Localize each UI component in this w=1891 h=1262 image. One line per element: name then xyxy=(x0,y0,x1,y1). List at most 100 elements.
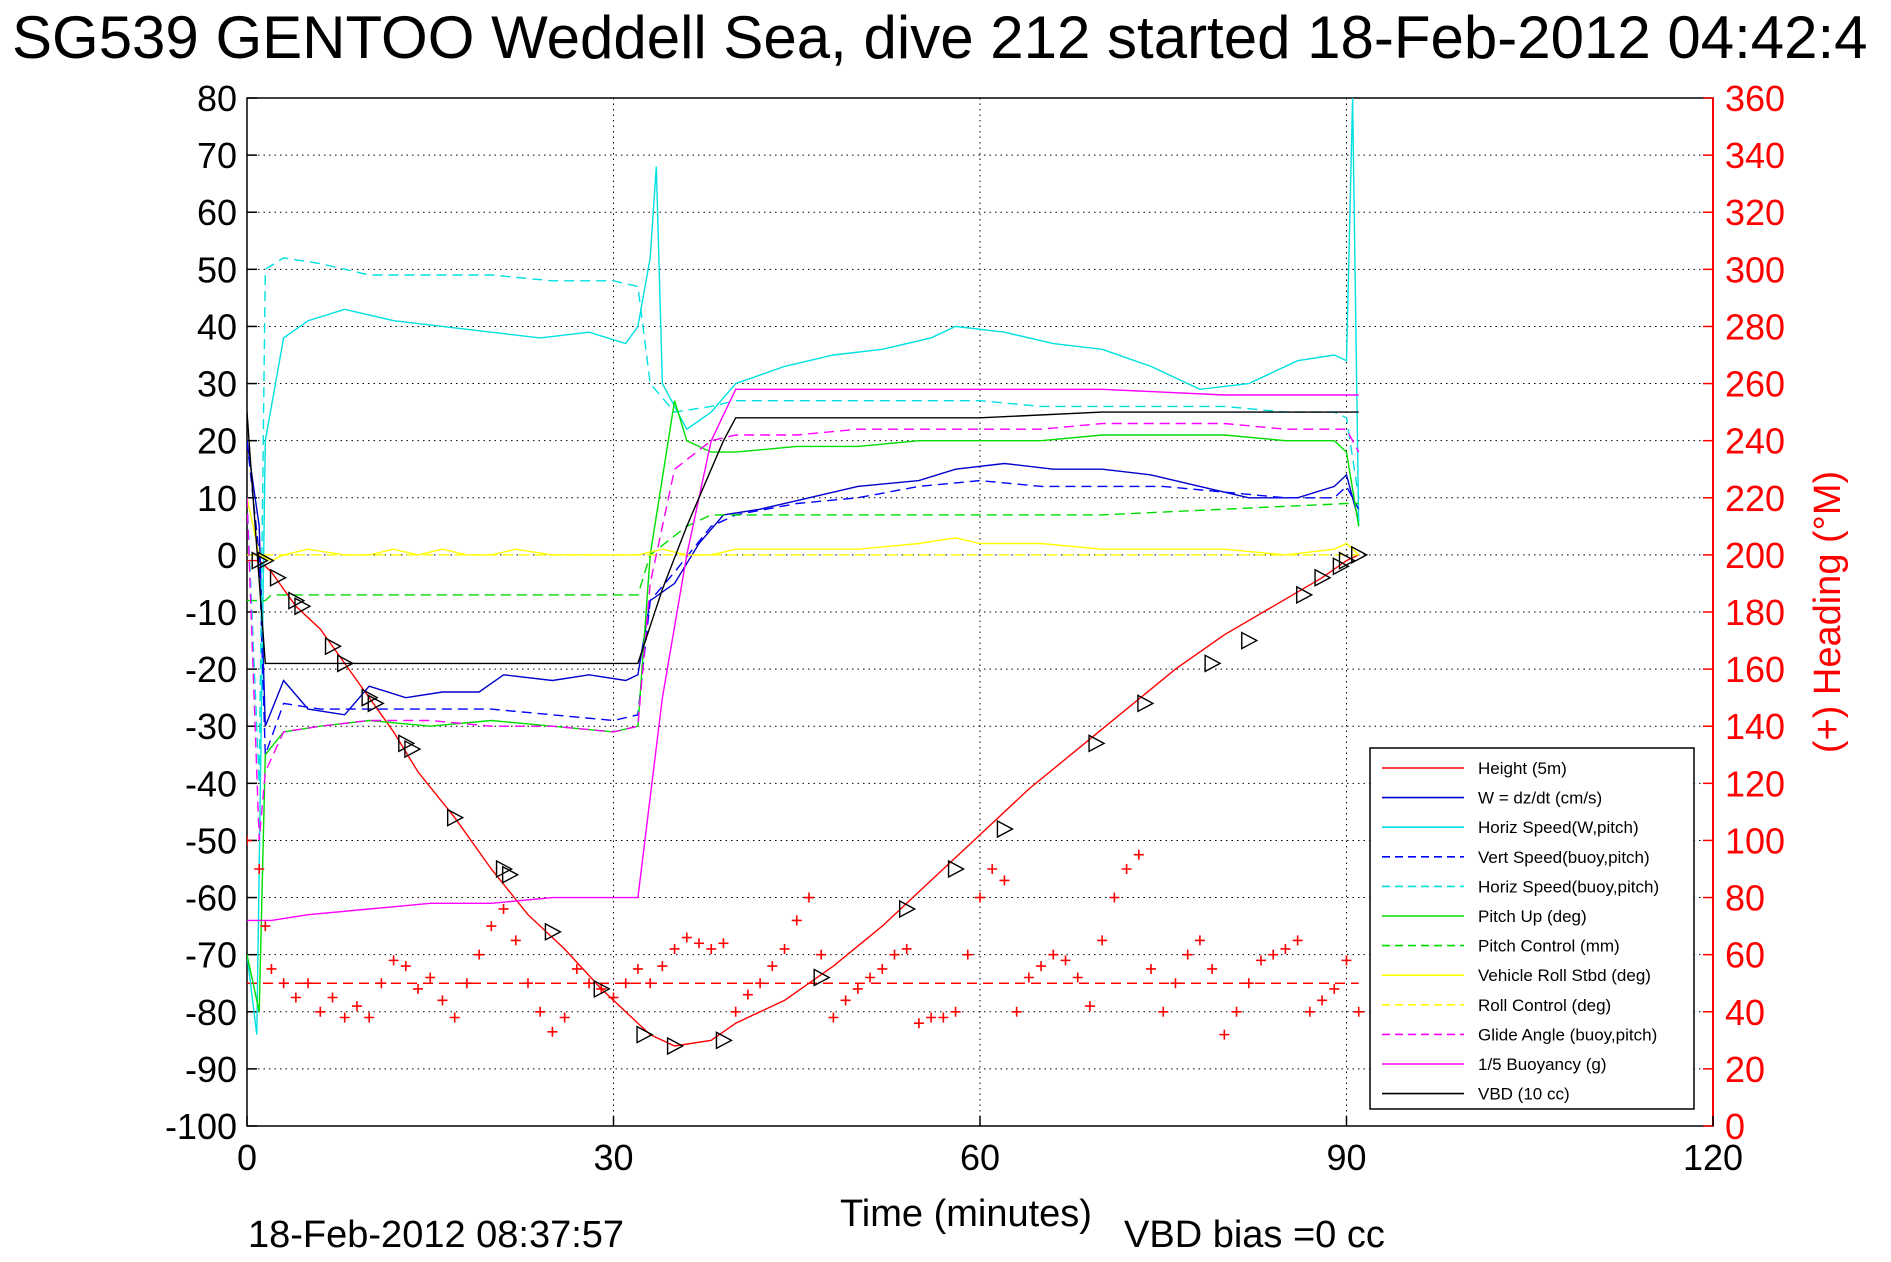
left-tick-label: 30 xyxy=(197,364,237,405)
heading-point xyxy=(260,921,271,932)
left-tick-label: -100 xyxy=(165,1106,237,1147)
heading-point xyxy=(1146,963,1157,974)
heading-point xyxy=(901,943,912,954)
heading-point xyxy=(461,978,472,989)
heading-point xyxy=(975,892,985,903)
series-layer xyxy=(247,98,1369,1056)
height-marker xyxy=(947,859,966,879)
heading-point xyxy=(486,921,497,932)
left-tick-label: 60 xyxy=(197,192,237,233)
height-marker xyxy=(636,1025,654,1044)
heading-point xyxy=(1036,961,1047,972)
heading-point xyxy=(315,1006,326,1017)
heading-point xyxy=(547,1026,558,1037)
footer-timestamp: 18-Feb-2012 08:37:57 xyxy=(248,1214,624,1256)
legend-label: VBD (10 cc) xyxy=(1478,1085,1570,1104)
right-tick-label: 160 xyxy=(1725,649,1785,690)
left-tick-label: -30 xyxy=(185,706,237,747)
heading-point xyxy=(559,1012,570,1023)
right-tick-label: 0 xyxy=(1725,1106,1745,1147)
series-vbd-10-cc xyxy=(247,411,1359,665)
heading-point xyxy=(254,864,265,874)
heading-point xyxy=(1280,943,1291,954)
heading-point xyxy=(657,961,668,972)
heading-point xyxy=(1182,949,1193,960)
heading-point xyxy=(437,995,448,1006)
height-marker xyxy=(1332,557,1350,576)
height-marker xyxy=(446,808,465,827)
heading-point xyxy=(498,903,509,914)
series-height-markers xyxy=(251,545,1369,1056)
height-marker xyxy=(324,637,343,656)
left-tick-label: -80 xyxy=(185,992,237,1033)
heading-point xyxy=(535,1006,546,1017)
heading-point xyxy=(425,972,436,983)
heading-point xyxy=(376,978,387,989)
height-marker xyxy=(1296,585,1314,605)
left-tick-label: -50 xyxy=(185,820,237,861)
heading-point xyxy=(522,978,533,989)
legend-label: 1/5 Buoyancy (g) xyxy=(1478,1055,1607,1074)
legend-label: W = dz/dt (cm/s) xyxy=(1478,789,1602,808)
left-tick-label: 40 xyxy=(197,306,237,347)
series-vehicle-roll-stbd-deg xyxy=(247,497,1360,562)
series-pitch-control-mm xyxy=(247,502,1359,602)
right-tick-label: 260 xyxy=(1725,364,1785,405)
height-marker xyxy=(269,568,288,587)
right-tick-label: 120 xyxy=(1725,763,1785,804)
heading-point xyxy=(681,932,692,943)
left-tick-label: -90 xyxy=(185,1049,237,1090)
height-marker xyxy=(1137,694,1155,713)
heading-point xyxy=(840,995,851,1006)
heading-point xyxy=(449,1012,460,1023)
height-marker xyxy=(899,899,917,919)
heading-point xyxy=(962,949,973,960)
heading-point xyxy=(1353,1006,1364,1017)
heading-point xyxy=(1011,1006,1022,1017)
height-marker xyxy=(813,968,831,987)
heading-point xyxy=(1304,1006,1315,1017)
height-marker xyxy=(1241,631,1259,650)
x-axis-label: Time (minutes) xyxy=(840,1193,1092,1235)
heading-point xyxy=(1121,864,1132,874)
heading-point xyxy=(706,943,717,954)
right-tick-label: 240 xyxy=(1725,421,1785,462)
right-tick-label: 340 xyxy=(1725,135,1785,176)
heading-point xyxy=(828,1012,839,1023)
left-tick-label: 0 xyxy=(217,535,237,576)
right-tick-label: 360 xyxy=(1725,78,1785,119)
right-tick-label: 300 xyxy=(1725,249,1785,290)
left-tick-label: -40 xyxy=(185,763,237,804)
legend-label: Horiz Speed(W,pitch) xyxy=(1478,818,1639,837)
height-marker xyxy=(337,654,355,673)
heading-point xyxy=(413,983,424,994)
heading-point xyxy=(1194,935,1205,946)
right-y-axis: 3603403203002802602402202001801601401201… xyxy=(1703,78,1785,1147)
heading-point xyxy=(247,835,252,846)
heading-point xyxy=(510,935,521,946)
height-marker xyxy=(288,591,306,610)
right-tick-label: 140 xyxy=(1725,706,1785,747)
heading-point xyxy=(1170,978,1181,989)
legend: Height (5m) W = dz/dt (cm/s) Horiz Speed(W… xyxy=(1369,747,1695,1110)
heading-point xyxy=(816,949,827,960)
legend-box xyxy=(1369,747,1695,1110)
x-tick-label: 120 xyxy=(1683,1137,1743,1178)
heading-point xyxy=(632,963,643,974)
heading-point xyxy=(620,978,631,989)
legend-label: Height (5m) xyxy=(1478,759,1567,778)
heading-point xyxy=(1109,892,1120,903)
heading-point xyxy=(1268,949,1279,960)
heading-point xyxy=(1329,983,1340,994)
heading-point xyxy=(584,978,595,989)
series-heading xyxy=(247,835,1364,1040)
heading-point xyxy=(1133,849,1144,860)
heading-point xyxy=(474,949,485,960)
heading-point xyxy=(1292,935,1303,946)
heading-point xyxy=(645,978,656,989)
series-height-5m xyxy=(247,554,1359,1047)
x-tick-label: 90 xyxy=(1326,1137,1366,1178)
heading-point xyxy=(755,978,766,989)
left-y-axis: 80 70 60 50 40 30 20 10 0 -10 -20 -30 -40 -50 -60 -70 -8… xyxy=(165,78,257,1147)
